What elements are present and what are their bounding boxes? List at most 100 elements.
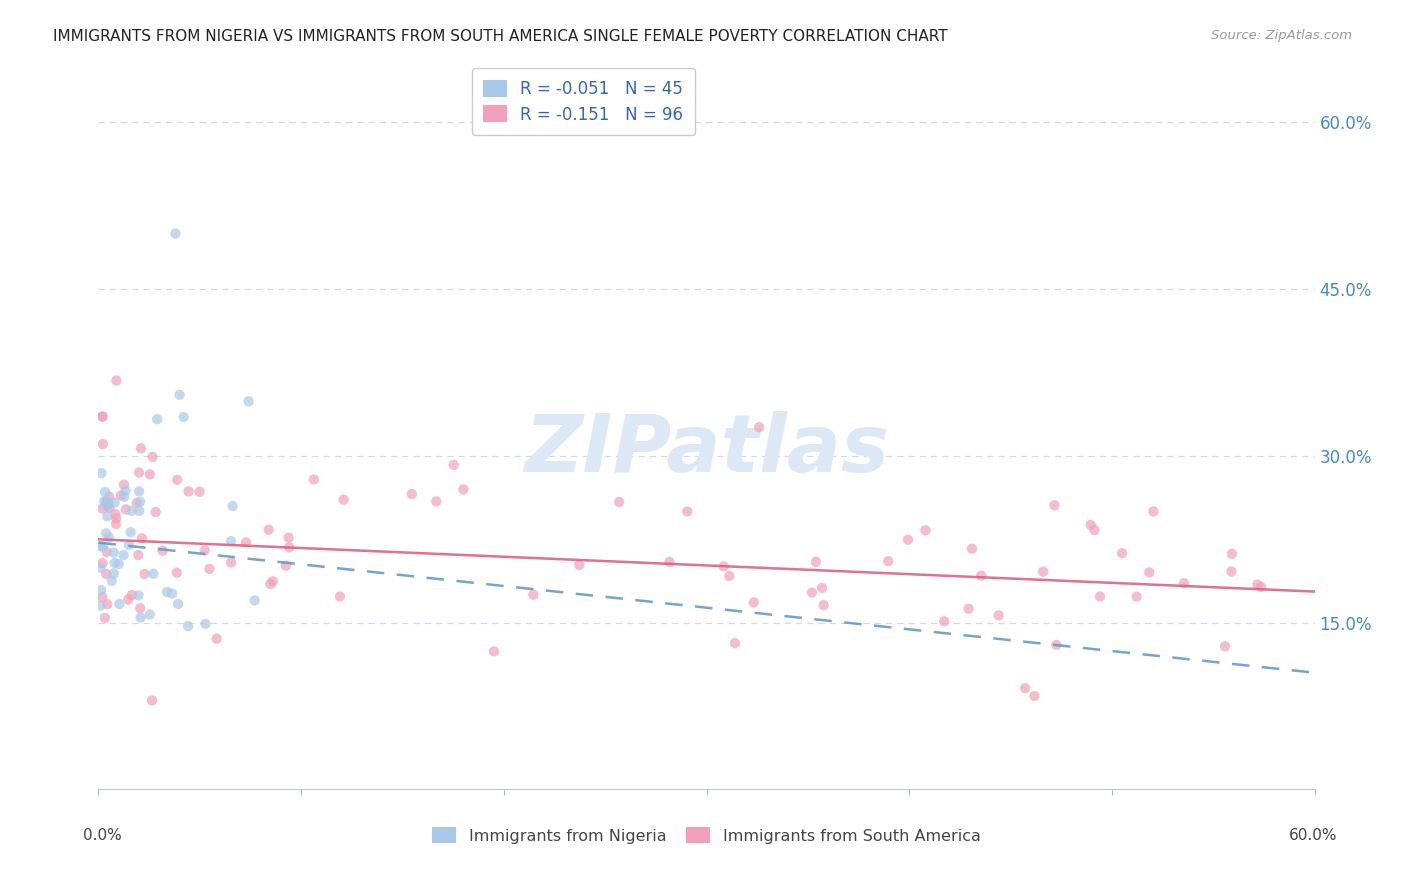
Point [262, 574, 284, 589]
Point [1213, 640, 1236, 654]
Point [302, 473, 325, 487]
Point [129, 610, 152, 624]
Point [131, 532, 153, 546]
Point [1045, 638, 1067, 652]
Point [96, 598, 118, 612]
Point [103, 546, 125, 560]
Point [112, 490, 135, 504]
Point [127, 588, 149, 602]
Point [104, 556, 127, 570]
Point [1083, 523, 1105, 537]
Point [568, 558, 591, 572]
Point [90, 582, 112, 597]
Point [401, 487, 423, 501]
Point [1173, 576, 1195, 591]
Point [205, 632, 228, 646]
Point [125, 496, 148, 510]
Point [129, 494, 152, 508]
Point [177, 619, 200, 633]
Point [94, 526, 117, 541]
Point [188, 484, 211, 499]
Point [112, 477, 135, 491]
Point [156, 585, 179, 599]
Point [91, 539, 114, 553]
Point [804, 555, 827, 569]
Point [194, 616, 217, 631]
Point [96, 495, 118, 509]
Point [94, 495, 117, 509]
Point [238, 394, 260, 409]
Point [658, 555, 681, 569]
Point [90, 466, 112, 480]
Point [243, 593, 266, 607]
Point [877, 554, 900, 568]
Point [142, 566, 165, 581]
Point [98, 531, 121, 545]
Point [160, 586, 183, 600]
Point [1142, 504, 1164, 518]
Point [97, 498, 120, 512]
Point [607, 495, 630, 509]
Point [198, 562, 221, 576]
Point [115, 502, 138, 516]
Point [278, 540, 301, 554]
Point [112, 548, 135, 562]
Point [1014, 681, 1036, 695]
Point [934, 615, 956, 629]
Point [425, 494, 447, 508]
Point [91, 501, 114, 516]
Point [89, 561, 111, 575]
Point [108, 597, 131, 611]
Point [235, 535, 257, 549]
Point [443, 458, 465, 472]
Point [259, 577, 281, 591]
Point [103, 566, 125, 581]
Point [748, 420, 770, 434]
Point [167, 597, 190, 611]
Point [274, 558, 297, 573]
Point [91, 437, 114, 451]
Point [329, 590, 352, 604]
Point [91, 556, 114, 570]
Point [145, 505, 167, 519]
Point [90, 540, 112, 554]
Point [960, 541, 983, 556]
Point [139, 607, 162, 622]
Point [1088, 590, 1111, 604]
Point [141, 693, 163, 707]
Point [713, 559, 735, 574]
Point [104, 517, 127, 532]
Point [96, 567, 118, 582]
Point [177, 484, 200, 499]
Point [146, 412, 169, 426]
Point [166, 473, 188, 487]
Point [676, 504, 699, 518]
Point [128, 466, 150, 480]
Point [277, 531, 299, 545]
Point [914, 523, 936, 537]
Point [93, 494, 115, 508]
Point [96, 509, 118, 524]
Point [129, 442, 152, 456]
Point [114, 483, 136, 498]
Point [166, 566, 188, 580]
Text: IMMIGRANTS FROM NIGERIA VS IMMIGRANTS FROM SOUTH AMERICA SINGLE FEMALE POVERTY C: IMMIGRANTS FROM NIGERIA VS IMMIGRANTS FR… [53, 29, 948, 44]
Legend: Immigrants from Nigeria, Immigrants from South America: Immigrants from Nigeria, Immigrants from… [426, 821, 987, 850]
Point [987, 608, 1010, 623]
Text: ZIPatlas: ZIPatlas [524, 411, 889, 489]
Point [128, 504, 150, 518]
Point [1220, 547, 1243, 561]
Point [1032, 565, 1054, 579]
Point [1250, 580, 1272, 594]
Point [482, 644, 505, 658]
Point [91, 409, 114, 424]
Point [897, 533, 920, 547]
Point [105, 511, 128, 525]
Point [970, 568, 993, 582]
Point [100, 574, 122, 588]
Text: 60.0%: 60.0% [1289, 828, 1337, 843]
Point [1043, 498, 1066, 512]
Point [1080, 517, 1102, 532]
Point [139, 467, 162, 482]
Point [724, 636, 747, 650]
